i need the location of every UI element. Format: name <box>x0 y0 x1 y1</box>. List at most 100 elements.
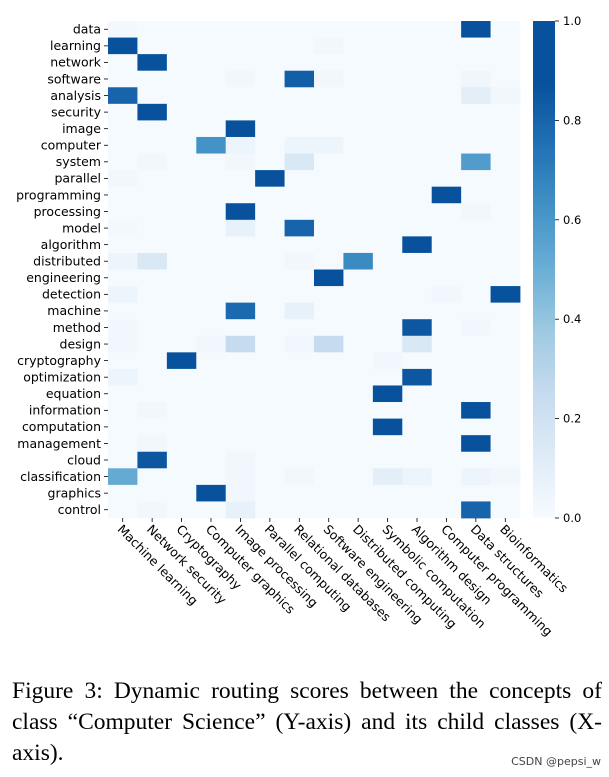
heatmap-cell-processing-10 <box>402 203 433 221</box>
heatmap-cell-graphics-7 <box>314 484 344 502</box>
heatmap-cell-information-10 <box>402 402 433 419</box>
heatmap-cell-network-6 <box>284 54 315 72</box>
heatmap-cell-method-11 <box>431 319 462 337</box>
heatmap-cell-learning-8 <box>343 37 374 55</box>
heatmap-cell-image-7 <box>314 120 344 138</box>
heatmap-cell-engineering-7 <box>314 269 344 287</box>
y-label-network: network <box>50 55 102 70</box>
heatmap-cell-system-5 <box>255 153 285 171</box>
heatmap-cell-analysis-2 <box>166 87 197 105</box>
heatmap-cell-design-5 <box>255 335 285 353</box>
heatmap-cell-control-5 <box>255 501 285 519</box>
heatmap-cell-management-5 <box>255 435 285 453</box>
heatmap-cell-security-3 <box>196 103 227 121</box>
heatmap-cell-method-9 <box>372 319 403 337</box>
heatmap-cell-cloud-6 <box>284 451 315 469</box>
heatmap-cell-system-0 <box>108 153 138 171</box>
heatmap-cell-design-1 <box>137 335 168 353</box>
heatmap-cell-control-0 <box>108 501 138 519</box>
heatmap-cell-distributed-4 <box>225 252 256 270</box>
heatmap-cell-algorithm-13 <box>490 236 521 254</box>
y-label-cryptography: cryptography <box>17 353 101 368</box>
heatmap-cell-detection-13 <box>490 286 521 304</box>
heatmap-cell-engineering-0 <box>108 269 138 287</box>
heatmap-cell-equation-1 <box>137 385 168 403</box>
heatmap-cell-method-0 <box>108 319 138 337</box>
heatmap-cell-software-10 <box>402 70 433 88</box>
heatmap-cell-image-6 <box>284 120 315 138</box>
heatmap-cell-computer-6 <box>284 136 315 154</box>
heatmap-cell-model-3 <box>196 219 227 237</box>
heatmap-cell-information-0 <box>108 402 138 419</box>
heatmap-cell-computer-9 <box>372 136 403 154</box>
heatmap-cell-optimization-11 <box>431 368 462 386</box>
heatmap-cell-equation-0 <box>108 385 138 403</box>
heatmap-cell-software-0 <box>108 70 138 88</box>
y-label-equation: equation <box>46 386 101 401</box>
heatmap-cell-programming-7 <box>314 186 344 204</box>
heatmap-cell-engineering-11 <box>431 269 462 287</box>
heatmap-cell-method-12 <box>461 319 491 337</box>
heatmap-cell-computation-6 <box>284 418 315 436</box>
heatmap-cell-data-4 <box>225 21 256 38</box>
heatmap-cell-control-7 <box>314 501 344 519</box>
heatmap-cell-processing-0 <box>108 203 138 221</box>
heatmap-cell-programming-4 <box>225 186 256 204</box>
heatmap-cell-model-5 <box>255 219 285 237</box>
heatmap-cell-information-12 <box>461 402 491 419</box>
heatmap-cell-model-10 <box>402 219 433 237</box>
heatmap-cell-learning-10 <box>402 37 433 55</box>
heatmap-cell-system-4 <box>225 153 256 171</box>
heatmap-cell-optimization-7 <box>314 368 344 386</box>
heatmap-cell-parallel-4 <box>225 170 256 188</box>
heatmap-cell-image-9 <box>372 120 403 138</box>
heatmap-cell-control-1 <box>137 501 168 519</box>
heatmap-cell-image-8 <box>343 120 374 138</box>
heatmap-cell-computer-12 <box>461 136 491 154</box>
heatmap-cell-management-13 <box>490 435 521 453</box>
heatmap-cell-engineering-10 <box>402 269 433 287</box>
heatmap-cell-security-1 <box>137 103 168 121</box>
heatmap-cell-system-6 <box>284 153 315 171</box>
heatmap-cell-distributed-11 <box>431 252 462 270</box>
heatmap-cell-computer-8 <box>343 136 374 154</box>
heatmap-cell-method-2 <box>166 319 197 337</box>
heatmap-cell-detection-5 <box>255 286 285 304</box>
heatmap-cell-cloud-3 <box>196 451 227 469</box>
y-label-model: model <box>62 220 101 235</box>
heatmap-cell-optimization-12 <box>461 368 491 386</box>
heatmap-cell-processing-8 <box>343 203 374 221</box>
heatmap-cell-network-8 <box>343 54 374 72</box>
y-label-distributed: distributed <box>33 254 101 269</box>
heatmap-cell-computer-10 <box>402 136 433 154</box>
heatmap-cell-information-4 <box>225 402 256 419</box>
heatmap-cell-management-9 <box>372 435 403 453</box>
heatmap-cell-cloud-9 <box>372 451 403 469</box>
heatmap-cell-computation-12 <box>461 418 491 436</box>
heatmap-cell-method-3 <box>196 319 227 337</box>
heatmap-cell-network-9 <box>372 54 403 72</box>
heatmap-cell-computation-10 <box>402 418 433 436</box>
y-label-information: information <box>29 403 101 418</box>
heatmap-cell-method-1 <box>137 319 168 337</box>
heatmap-cell-cloud-10 <box>402 451 433 469</box>
heatmap-cell-programming-8 <box>343 186 374 204</box>
heatmap-cell-optimization-2 <box>166 368 197 386</box>
heatmap-cell-programming-9 <box>372 186 403 204</box>
heatmap-cell-distributed-5 <box>255 252 285 270</box>
heatmap-cell-distributed-7 <box>314 252 344 270</box>
heatmap-cell-data-12 <box>461 21 491 38</box>
heatmap-cell-parallel-5 <box>255 170 285 188</box>
heatmap-cell-software-11 <box>431 70 462 88</box>
heatmap-cell-network-13 <box>490 54 521 72</box>
heatmap-cell-classification-4 <box>225 468 256 486</box>
heatmap-cell-management-8 <box>343 435 374 453</box>
heatmap-cell-graphics-12 <box>461 484 491 502</box>
heatmap-cell-parallel-8 <box>343 170 374 188</box>
y-label-analysis: analysis <box>50 88 101 103</box>
heatmap-cell-control-13 <box>490 501 521 519</box>
heatmap-cell-detection-4 <box>225 286 256 304</box>
heatmap-cell-management-11 <box>431 435 462 453</box>
heatmap-cell-learning-11 <box>431 37 462 55</box>
heatmap-cell-analysis-3 <box>196 87 227 105</box>
